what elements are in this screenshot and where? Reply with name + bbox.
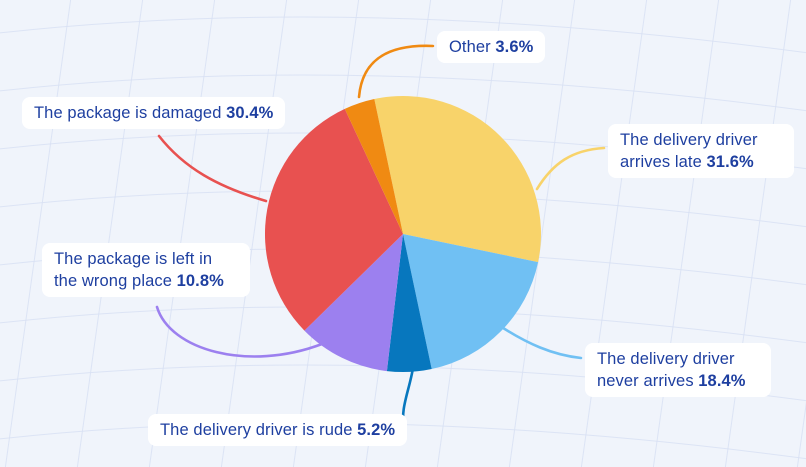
leader-line-arrives-late [535,146,606,191]
label-package-damaged-pct: 30.4% [226,104,274,122]
pie-slice-3 [304,234,403,372]
label-wrong-place-text: The package is left in the wrong place [54,250,213,290]
leader-line-other [357,44,435,99]
label-other-pct: 3.6% [495,38,534,56]
label-other: Other 3.6% [437,31,546,63]
label-wrong-place-pct: 10.8% [176,272,224,290]
label-arrives-late: The delivery driver arrives late 31.6% [608,124,794,178]
leader-line-wrong-place [155,305,324,358]
label-never-arrives-text: The delivery driver never arrives [597,350,735,390]
leader-line-damaged [157,134,268,203]
pie-slices [264,95,541,373]
label-package-damaged: The package is damaged 30.4% [22,97,286,129]
label-arrives-late-pct: 31.6% [706,153,754,171]
pie-slice-4 [264,108,403,331]
label-package-damaged-text: The package is damaged [34,104,222,122]
pie-slice-2 [386,234,432,373]
label-rude-pct: 5.2% [357,421,396,439]
leader-line-never-arrives [495,322,583,360]
pie-slice-5 [344,99,403,234]
label-never-arrives-pct: 18.4% [698,372,746,390]
pie-slice-0 [374,95,541,263]
pie-slice-1 [403,234,539,369]
label-other-text: Other [449,38,491,56]
label-never-arrives: The delivery driver never arrives 18.4% [585,343,771,397]
label-rude: The delivery driver is rude 5.2% [148,414,408,446]
label-arrives-late-text: The delivery driver arrives late [620,131,758,171]
label-wrong-place: The package is left in the wrong place 10… [42,243,250,297]
label-rude-text: The delivery driver is rude [160,421,353,439]
